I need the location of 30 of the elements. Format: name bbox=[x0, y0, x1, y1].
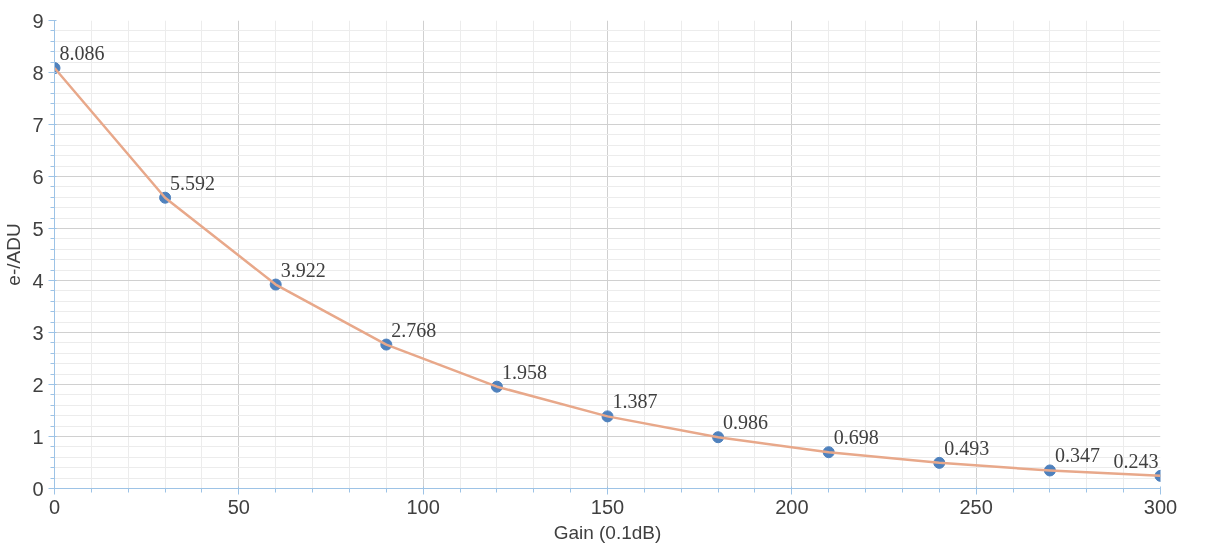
y-tick-label: 5 bbox=[32, 217, 44, 240]
data-label: 1.958 bbox=[501, 360, 547, 383]
y-tick-label: 0 bbox=[32, 477, 44, 500]
x-axis-title: Gain (0.1dB) bbox=[553, 521, 662, 543]
x-tick-label: 50 bbox=[227, 495, 250, 518]
data-label: 3.922 bbox=[280, 258, 326, 281]
x-tick-label: 300 bbox=[1143, 495, 1178, 518]
y-tick-label: 3 bbox=[32, 321, 44, 344]
y-axis-title: e-/ADU bbox=[3, 223, 25, 286]
x-tick-label: 0 bbox=[48, 495, 61, 518]
data-label: 0.243 bbox=[1113, 449, 1159, 472]
y-tick-label: 7 bbox=[32, 113, 44, 136]
y-tick-label: 2 bbox=[32, 373, 44, 396]
x-tick-label: 150 bbox=[590, 495, 625, 518]
y-tick-label: 8 bbox=[32, 61, 44, 84]
data-label: 1.387 bbox=[612, 390, 658, 413]
x-tick-label: 200 bbox=[775, 495, 809, 518]
data-label: 0.347 bbox=[1054, 444, 1100, 467]
data-label: 0.986 bbox=[723, 411, 769, 434]
y-tick-label: 4 bbox=[32, 269, 44, 292]
data-label: 5.592 bbox=[170, 171, 216, 194]
data-label: 2.768 bbox=[391, 318, 437, 341]
data-label: 0.493 bbox=[944, 436, 990, 459]
x-tick-label: 100 bbox=[406, 495, 440, 518]
y-tick-label: 1 bbox=[32, 425, 44, 448]
data-label: 8.086 bbox=[59, 42, 105, 65]
y-tick-label: 9 bbox=[32, 9, 44, 32]
x-tick-label: 250 bbox=[959, 495, 993, 518]
y-tick-label: 6 bbox=[32, 165, 44, 188]
data-label: 0.698 bbox=[833, 426, 879, 449]
